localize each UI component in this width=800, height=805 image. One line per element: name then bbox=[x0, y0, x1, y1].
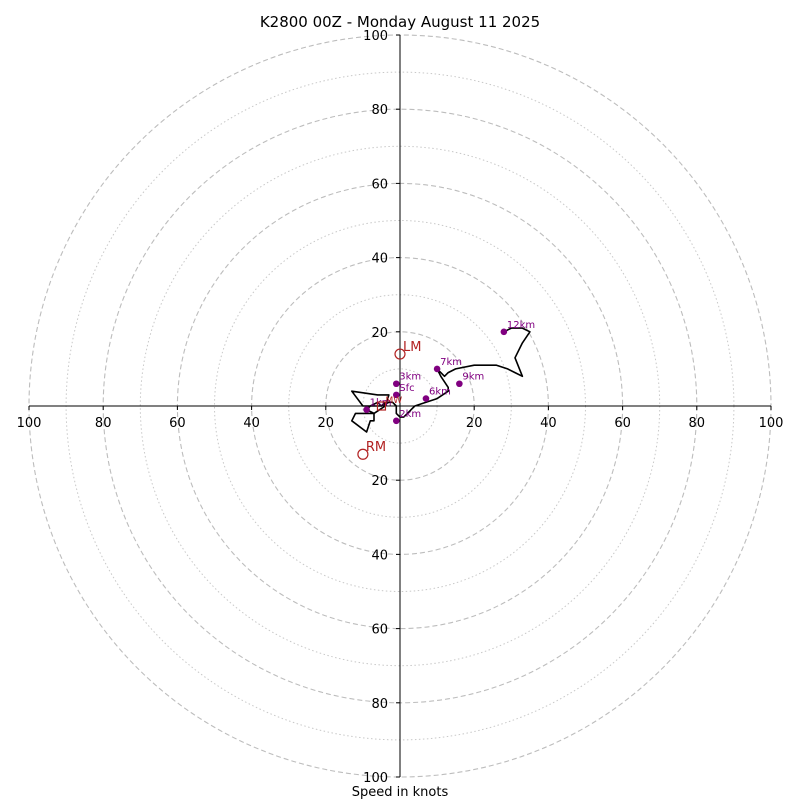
tick-labels: 100 80 60 40 20 20 40 60 80 100 100 80 60 40 20 20 40 60 8… bbox=[17, 29, 784, 786]
height-label-9km: 9km bbox=[462, 372, 484, 383]
height-label-7km: 7km bbox=[440, 357, 462, 368]
storm-motion-rm-label: RM bbox=[366, 440, 386, 455]
height-marker-9km bbox=[456, 380, 463, 388]
height-marker-3km bbox=[392, 380, 400, 388]
height-label-1km: 1km bbox=[370, 398, 392, 409]
mean-wind-label: MW bbox=[385, 396, 402, 406]
x-tick-label: 60 bbox=[169, 416, 186, 431]
y-tick-label: 40 bbox=[371, 252, 388, 267]
height-marker-7km bbox=[433, 365, 441, 373]
chart-title: K2800 00Z - Monday August 11 2025 bbox=[260, 13, 540, 31]
y-tick-label: 80 bbox=[371, 697, 388, 712]
storm-motion-lm-marker bbox=[394, 348, 406, 360]
height-marker-2km bbox=[392, 417, 400, 425]
storm-motion-rm-marker bbox=[357, 448, 369, 460]
height-marker-6km bbox=[422, 395, 430, 402]
mean-wind-marker bbox=[376, 401, 387, 411]
height-label-sfc: Sfc bbox=[399, 383, 414, 394]
axes bbox=[29, 35, 771, 777]
x-tick-label: 40 bbox=[243, 416, 260, 431]
y-tick-label: 20 bbox=[371, 326, 388, 341]
height-label-3km: 3km bbox=[399, 372, 421, 383]
y-tick-label: 100 bbox=[363, 29, 388, 44]
y-tick-label: 80 bbox=[371, 103, 388, 118]
height-marker-sfc bbox=[392, 391, 400, 399]
x-tick-label: 80 bbox=[689, 416, 706, 431]
storm-motion-lm-label: LM bbox=[403, 340, 421, 355]
x-axis-label: Speed in knots bbox=[352, 785, 449, 800]
height-label-6km: 6km bbox=[429, 387, 451, 398]
x-tick-label: 100 bbox=[17, 416, 42, 431]
x-tick-label: 20 bbox=[466, 416, 483, 431]
x-tick-label: 80 bbox=[95, 416, 112, 431]
y-tick-label: 20 bbox=[371, 474, 388, 489]
x-tick-label: 20 bbox=[318, 416, 335, 431]
storm-motion-markers: LM RM MW bbox=[357, 340, 421, 460]
x-tick-label: 40 bbox=[540, 416, 557, 431]
y-tick-label: 40 bbox=[371, 548, 388, 563]
y-tick-label: 60 bbox=[371, 177, 388, 192]
hodograph-line bbox=[350, 327, 531, 433]
y-tick-label: 100 bbox=[363, 771, 388, 786]
height-marker-12km bbox=[500, 328, 508, 336]
height-label-2km: 2km bbox=[399, 409, 421, 420]
y-tick-label: 60 bbox=[371, 623, 388, 638]
hodograph-trace bbox=[350, 327, 531, 433]
x-tick-label: 60 bbox=[614, 416, 631, 431]
height-marker-1km bbox=[363, 406, 370, 414]
x-tick-label: 100 bbox=[759, 416, 784, 431]
height-label-12km: 12km bbox=[507, 320, 535, 331]
